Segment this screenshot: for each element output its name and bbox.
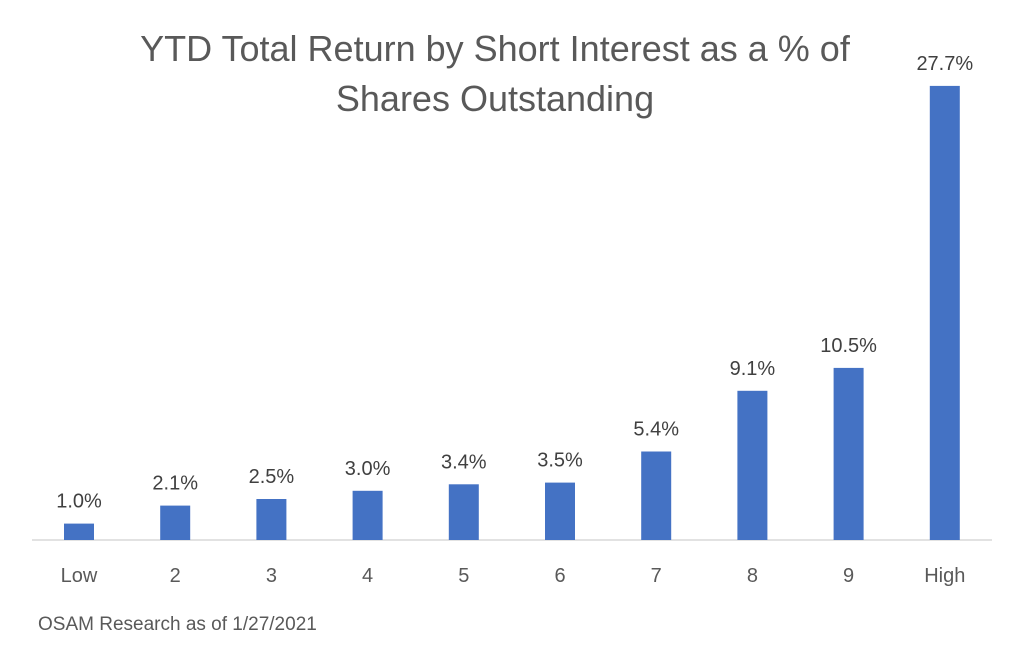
chart-title-line-1: YTD Total Return by Short Interest as a …	[140, 28, 850, 69]
chart-title: YTD Total Return by Short Interest as a …	[60, 24, 930, 124]
bar-4	[352, 490, 383, 540]
bar-2	[160, 505, 191, 540]
data-label-7: 5.4%	[633, 419, 679, 441]
source-note: OSAM Research as of 1/27/2021	[38, 614, 317, 635]
bar-9	[833, 367, 864, 540]
data-label-6: 3.5%	[537, 450, 583, 472]
bar-8	[737, 390, 768, 540]
bar-high	[929, 85, 960, 541]
bar-3	[256, 499, 287, 540]
data-label-low: 1.0%	[56, 491, 102, 513]
data-label-3: 2.5%	[249, 466, 295, 488]
x-tick-label-7: 7	[651, 565, 662, 587]
x-tick-label-high: High	[924, 565, 965, 587]
data-label-9: 10.5%	[820, 335, 877, 357]
data-label-8: 9.1%	[730, 358, 776, 380]
x-tick-label-5: 5	[458, 565, 469, 587]
x-tick-labels-group: Low 2 3 4 5 6 7 8 9 High	[61, 565, 966, 587]
bar-5	[448, 484, 479, 540]
x-tick-label-2: 2	[170, 565, 181, 587]
data-labels-group: 1.0% 2.1% 2.5% 3.0% 3.4% 3.5% 5.4% 9.1% 10.5% 27.…	[56, 53, 973, 513]
bar-6	[545, 482, 575, 540]
x-tick-label-8: 8	[747, 565, 758, 587]
bar-7	[641, 451, 672, 540]
data-label-high: 27.7%	[916, 53, 973, 75]
x-tick-label-low: Low	[61, 565, 98, 587]
bars-group	[64, 85, 960, 541]
bar-low	[64, 523, 94, 540]
data-label-4: 3.0%	[345, 458, 391, 480]
x-tick-label-6: 6	[554, 565, 565, 587]
data-label-2: 2.1%	[152, 473, 198, 495]
x-tick-label-9: 9	[843, 565, 854, 587]
chart-title-line-2: Shares Outstanding	[335, 78, 655, 119]
x-tick-label-4: 4	[362, 565, 373, 587]
data-label-5: 3.4%	[441, 451, 487, 473]
x-tick-label-3: 3	[266, 565, 277, 587]
